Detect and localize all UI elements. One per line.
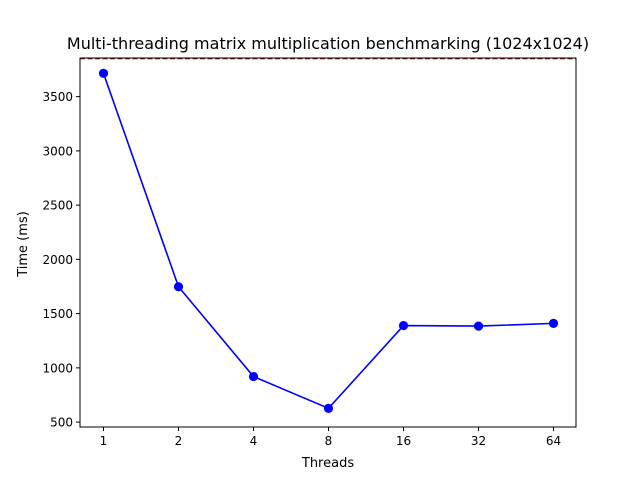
x-tick-label-1: 1 [100, 434, 108, 448]
plot-area [80, 58, 576, 413]
x-tick-label-2: 2 [175, 434, 183, 448]
data-point-1 [98, 68, 109, 78]
data-point-8 [323, 403, 334, 413]
y-tick-label-3000: 3000 [42, 144, 73, 158]
y-tick-label-3500: 3500 [42, 90, 73, 104]
y-tick-label-2500: 2500 [42, 199, 73, 213]
data-point-4 [248, 371, 259, 382]
y-tick-label-1000: 1000 [42, 361, 73, 375]
data-point-2 [173, 282, 184, 292]
x-tick-label-16: 16 [396, 434, 411, 448]
data-point-64 [548, 318, 559, 328]
chart-title: Multi-threading matrix multiplication be… [67, 34, 589, 53]
y-axis-label: Time (ms) [16, 211, 31, 278]
x-tick-label-32: 32 [471, 434, 486, 448]
y-tick-label-2000: 2000 [42, 253, 73, 267]
axes: 1 2 4 8 16 32 64 500 1000 1500 2000 2500 3000 3500 [42, 57, 577, 448]
x-tick-label-4: 4 [250, 434, 258, 448]
x-tick-label-64: 64 [546, 434, 561, 448]
x-tick-label-8: 8 [325, 434, 333, 448]
y-tick-label-500: 500 [50, 416, 73, 430]
x-axis-label: Threads [301, 456, 354, 471]
data-point-16 [398, 320, 409, 331]
y-tick-label-1500: 1500 [42, 307, 73, 321]
data-point-32 [473, 321, 484, 331]
